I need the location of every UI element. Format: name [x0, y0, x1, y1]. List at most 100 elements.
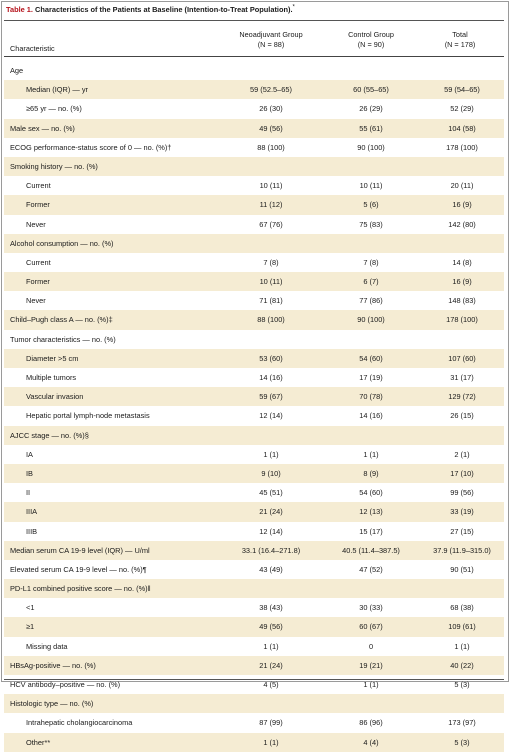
cell-neoadjuvant: 49 (56): [259, 622, 283, 632]
cell-total: 14 (8): [452, 257, 472, 267]
cell-neoadjuvant: 10 (11): [259, 277, 283, 287]
table-row: Median (IQR) — yr 59 (52.5–65) 60 (55–65) 5…: [4, 80, 504, 100]
row-label: IIIB: [26, 526, 38, 536]
cell-control: 54 (60): [359, 488, 383, 498]
cell-neoadjuvant: 59 (67): [259, 392, 283, 402]
cell-total: 173 (97): [448, 718, 476, 728]
cell-control: 86 (96): [359, 718, 383, 728]
cell-control: 15 (17): [359, 526, 383, 536]
cell-total: 90 (51): [450, 564, 474, 574]
table-title-text: Characteristics of the Patients at Basel…: [32, 5, 293, 14]
table-row: Current 10 (11) 10 (11) 20 (11): [4, 176, 504, 195]
cell-total: 26 (15): [450, 411, 474, 421]
cell-control: 14 (16): [359, 411, 383, 421]
cell-neoadjuvant: 88 (100): [257, 315, 285, 325]
cell-neoadjuvant: 1 (1): [263, 449, 279, 459]
cell-control: 90 (100): [357, 142, 385, 152]
cell-neoadjuvant: 21 (24): [259, 507, 283, 517]
cell-control: 26 (29): [359, 104, 383, 114]
header-control-name: Control Group: [348, 30, 394, 39]
header-neoadjuvant-group: Neoadjuvant Group (N = 88): [226, 30, 316, 50]
cell-total: 52 (29): [450, 104, 474, 114]
table-row: Elevated serum CA 19-9 level — no. (%)¶ 4…: [4, 560, 504, 579]
cell-neoadjuvant: 45 (51): [259, 488, 283, 498]
row-label: Multiple tumors: [26, 373, 77, 382]
cell-control: 90 (100): [357, 315, 385, 325]
table-row: Multiple tumors 14 (16) 17 (19) 31 (17): [4, 368, 504, 387]
table-title-footnote-mark: *: [292, 4, 295, 11]
row-label: II: [26, 488, 31, 498]
table-row: Hepatic portal lymph-node metastasis 12 (…: [4, 406, 504, 425]
row-label: Current: [26, 181, 51, 191]
cell-neoadjuvant: 12 (14): [259, 411, 283, 421]
row-label: Diameter >5 cm: [26, 353, 79, 363]
header-total-n: (N = 178): [444, 40, 476, 49]
table-row: IIIB 12 (14) 15 (17) 27 (15): [4, 522, 504, 541]
row-label: Male sex — no. (%): [10, 123, 75, 133]
row-label: Child–Pugh class A — no. (%)‡: [10, 315, 113, 325]
row-label: IIIA: [26, 507, 38, 517]
table-row: Male sex — no. (%) 49 (56) 55 (61) 104 (58): [4, 118, 504, 138]
row-label: Former: [26, 200, 50, 210]
header-total-name: Total: [452, 30, 468, 39]
cell-total: 27 (15): [450, 526, 474, 536]
cell-total: 99 (56): [450, 488, 474, 498]
cell-total: 20 (11): [450, 181, 474, 191]
row-label: Vascular invasion: [26, 392, 84, 402]
cell-control: 54 (60): [359, 353, 383, 363]
row-label: IA: [26, 449, 33, 459]
cell-control: 19 (21): [359, 660, 383, 670]
cell-neoadjuvant: 87 (99): [259, 718, 283, 728]
cell-total: 40 (22): [450, 660, 474, 670]
cell-total: 16 (9): [452, 277, 472, 287]
table-row: Smoking history — no. (%): [4, 156, 504, 177]
table-row: Age: [4, 61, 504, 80]
table-row: Histologic type — no. (%): [4, 694, 504, 714]
cell-neoadjuvant: 71 (81): [259, 296, 283, 306]
row-label: Median (IQR) — yr: [26, 85, 89, 95]
row-label: AJCC stage — no. (%)§: [10, 430, 89, 440]
row-label: PD-L1 combined positive score — no. (%)‖: [10, 584, 151, 594]
cell-control: 8 (9): [363, 468, 379, 478]
row-label: Histologic type — no. (%): [10, 699, 94, 709]
table-row: ECOG performance-status score of 0 — no.…: [4, 138, 504, 157]
table-row: Child–Pugh class A — no. (%)‡ 88 (100) 90 …: [4, 310, 504, 330]
bottom-rule: [4, 679, 504, 680]
table-row: Missing data 1 (1) 0 1 (1): [4, 637, 504, 656]
row-label: Missing data: [26, 641, 68, 651]
title-rule: [4, 20, 504, 21]
cell-neoadjuvant: 9 (10): [261, 468, 281, 478]
table-title: Table 1. Characteristics of the Patients…: [6, 5, 295, 14]
cell-neoadjuvant: 12 (14): [259, 526, 283, 536]
cell-total: 1 (1): [454, 641, 470, 651]
cell-control: 47 (52): [359, 564, 383, 574]
table-row: Alcohol consumption — no. (%): [4, 233, 504, 253]
cell-total: 37.9 (11.9–315.0): [433, 545, 491, 555]
cell-total: 2 (1): [454, 449, 470, 459]
header-rule: [4, 56, 504, 57]
table-body: Age Median (IQR) — yr 59 (52.5–65) 60 (55–6…: [4, 61, 504, 752]
row-label: Median serum CA 19-9 level (IQR) — U/ml: [10, 545, 150, 555]
row-label: Intrahepatic cholangiocarcinoma: [26, 718, 133, 728]
cell-neoadjuvant: 33.1 (16.4–271.8): [241, 545, 301, 555]
cell-neoadjuvant: 67 (76): [259, 219, 283, 229]
row-label: Never: [26, 296, 46, 306]
cell-control: 40.5 (11.4–387.5): [342, 545, 400, 555]
cell-control: 30 (33): [359, 603, 383, 613]
cell-total: 17 (10): [450, 468, 474, 478]
table-row: II 45 (51) 54 (60) 99 (56): [4, 483, 504, 502]
cell-neoadjuvant: 14 (16): [259, 373, 283, 382]
table-row: Vascular invasion 59 (67) 70 (78) 129 (72): [4, 387, 504, 407]
header-neoadjuvant-name: Neoadjuvant Group: [239, 30, 303, 39]
cell-total: 142 (80): [448, 219, 476, 229]
cell-neoadjuvant: 38 (43): [259, 603, 283, 613]
cell-control: 55 (61): [359, 123, 383, 133]
header-neoadjuvant-n: (N = 88): [257, 40, 285, 49]
row-label: Age: [10, 66, 24, 75]
header-characteristic: Characteristic: [10, 44, 55, 53]
cell-total: 16 (9): [452, 200, 472, 210]
header-total: Total (N = 178): [430, 30, 490, 50]
cell-control: 70 (78): [359, 392, 383, 402]
row-label: Hepatic portal lymph-node metastasis: [26, 411, 150, 421]
row-label: Elevated serum CA 19-9 level — no. (%)¶: [10, 564, 147, 574]
